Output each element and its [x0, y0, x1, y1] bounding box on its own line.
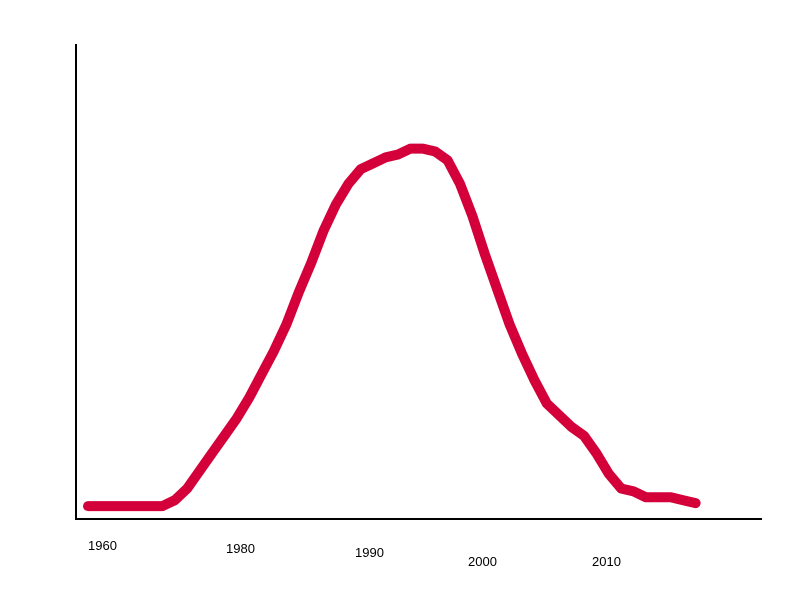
- series-line: [83, 143, 701, 512]
- x-tick-label: 1980: [226, 541, 255, 556]
- x-tick-label: 2000: [468, 554, 497, 569]
- x-tick-label: 1960: [88, 538, 117, 553]
- x-tick-label: 2010: [592, 554, 621, 569]
- x-tick-label: 1990: [355, 545, 384, 560]
